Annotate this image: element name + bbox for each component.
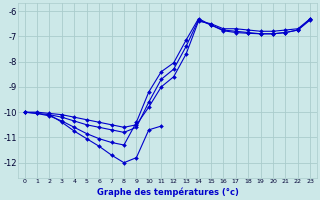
X-axis label: Graphe des températures (°c): Graphe des températures (°c) — [97, 187, 238, 197]
